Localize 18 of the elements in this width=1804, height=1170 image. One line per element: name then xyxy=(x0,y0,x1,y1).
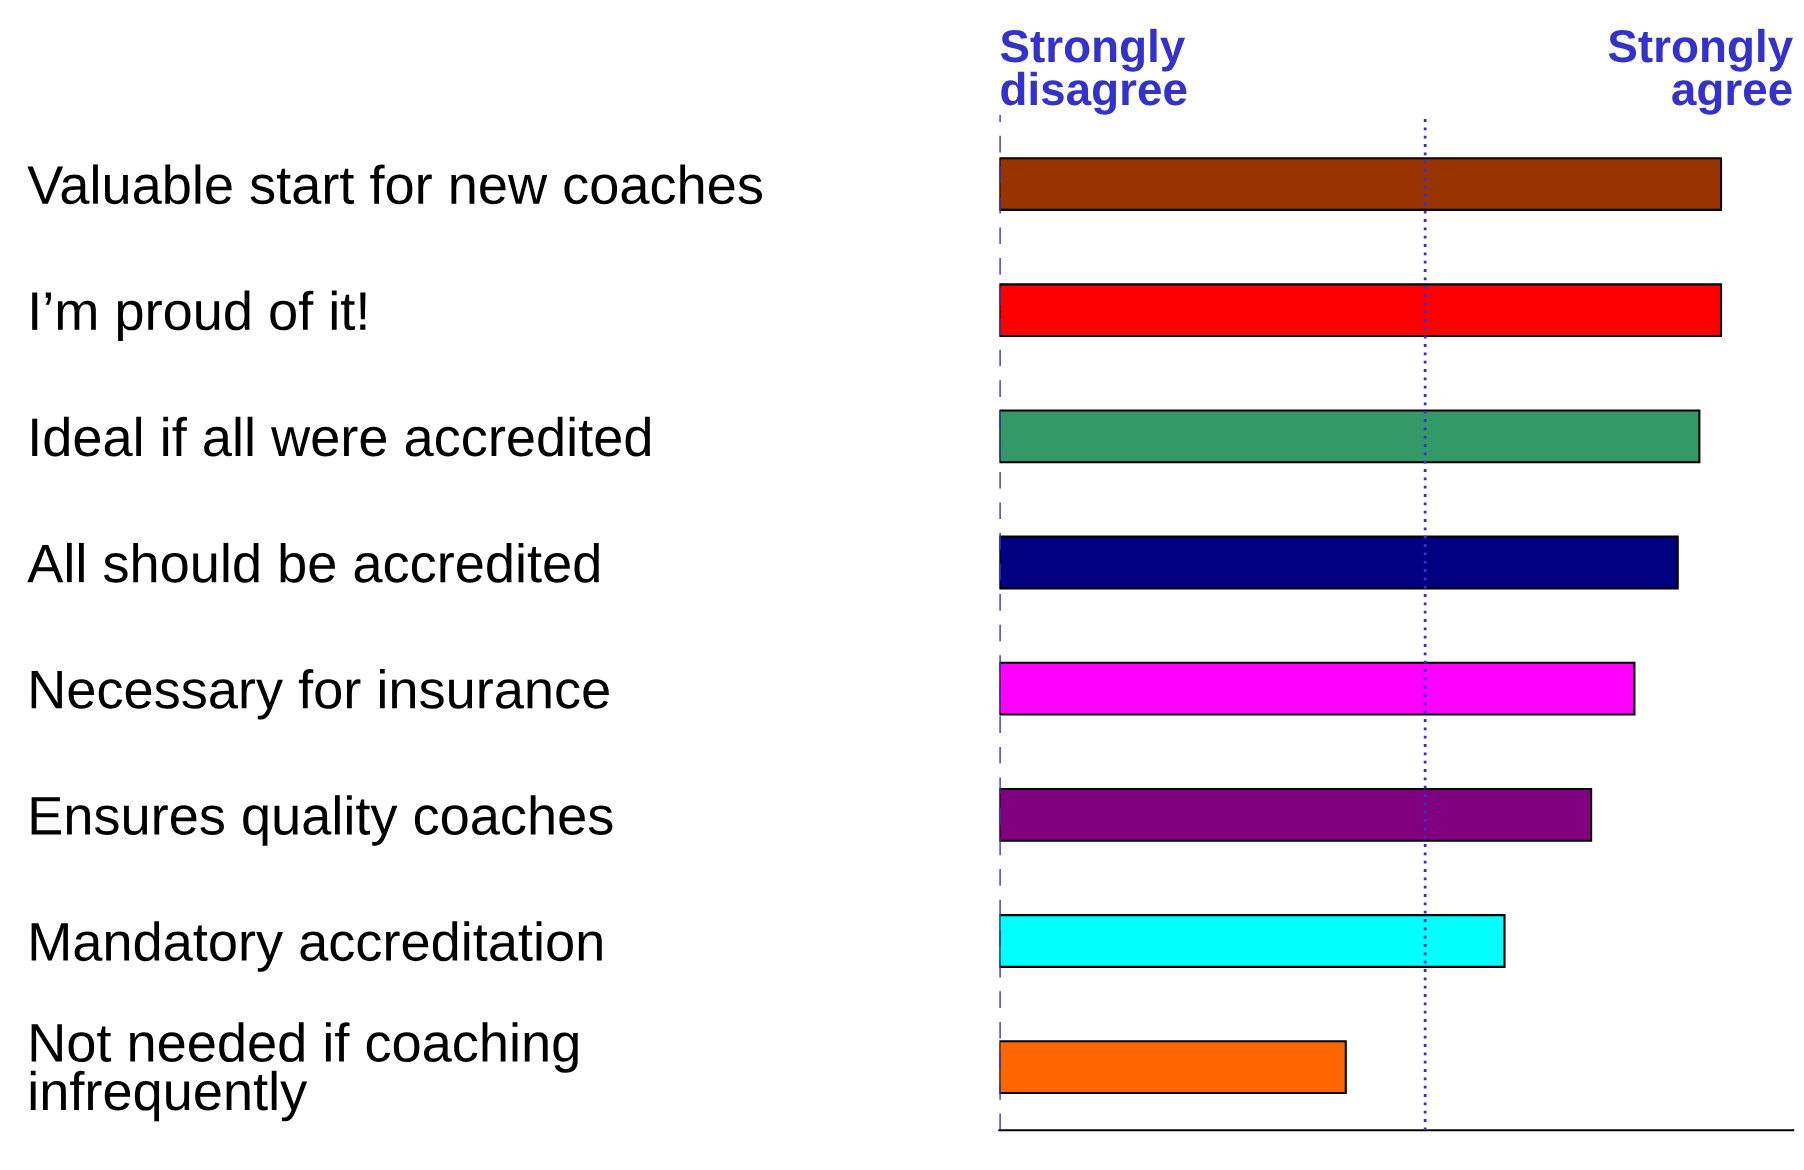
annotation: Strongly disagree xyxy=(1000,28,1187,115)
y-tick-label: Ideal if all were accredited xyxy=(32,416,650,457)
bar xyxy=(999,535,1679,590)
y-tick-label: Mandatory accreditation xyxy=(31,921,602,972)
bar xyxy=(999,1040,1347,1095)
bar xyxy=(999,914,1506,968)
bar xyxy=(999,787,1593,842)
bar xyxy=(999,661,1636,716)
bar xyxy=(999,157,1723,211)
y-tick-label: Not needed if coaching infrequently xyxy=(30,1022,578,1122)
y-tick-label: Ensures quality coaches xyxy=(31,795,613,846)
bar xyxy=(999,283,1723,338)
y-tick-label: Valuable start for new coaches xyxy=(27,164,762,205)
annotation: Strongly agree xyxy=(1608,28,1793,115)
bar xyxy=(999,409,1701,464)
y-tick-label: I’m proud of it! xyxy=(32,290,366,342)
y-tick-label: Necessary for insurance xyxy=(31,669,609,720)
y-tick-label: All should be accredited xyxy=(27,542,599,583)
